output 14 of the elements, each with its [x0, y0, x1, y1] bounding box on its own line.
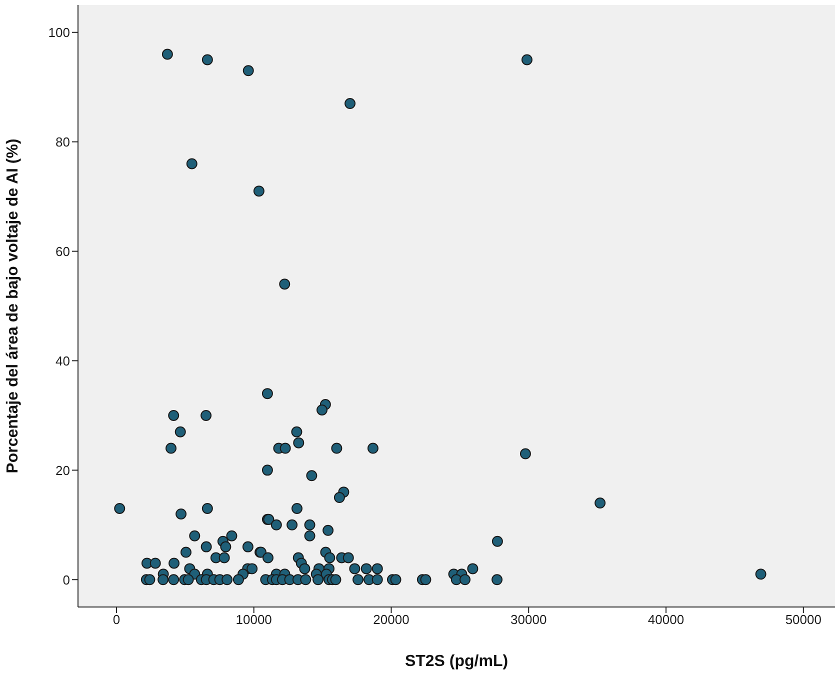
- x-tick-label: 40000: [648, 612, 684, 628]
- x-tick-label: 20000: [373, 612, 410, 628]
- y-tick-label: 100: [48, 24, 70, 40]
- x-tick-label: 10000: [236, 612, 272, 628]
- x-tick-label: 0: [112, 612, 120, 628]
- x-axis-title: ST2S (pg/mL): [404, 653, 508, 670]
- x-tick-label: 50000: [785, 612, 822, 628]
- y-tick-label: 20: [56, 462, 70, 478]
- y-tick-label: 60: [56, 244, 70, 259]
- y-axis-title: Porcentaje del área de bajo voltaje de AI (%): [4, 138, 22, 474]
- y-tick-label: 0: [62, 572, 70, 588]
- x-tick-label: 30000: [510, 612, 547, 628]
- y-tick-label: 40: [56, 353, 70, 368]
- y-tick-label: 80: [56, 134, 70, 150]
